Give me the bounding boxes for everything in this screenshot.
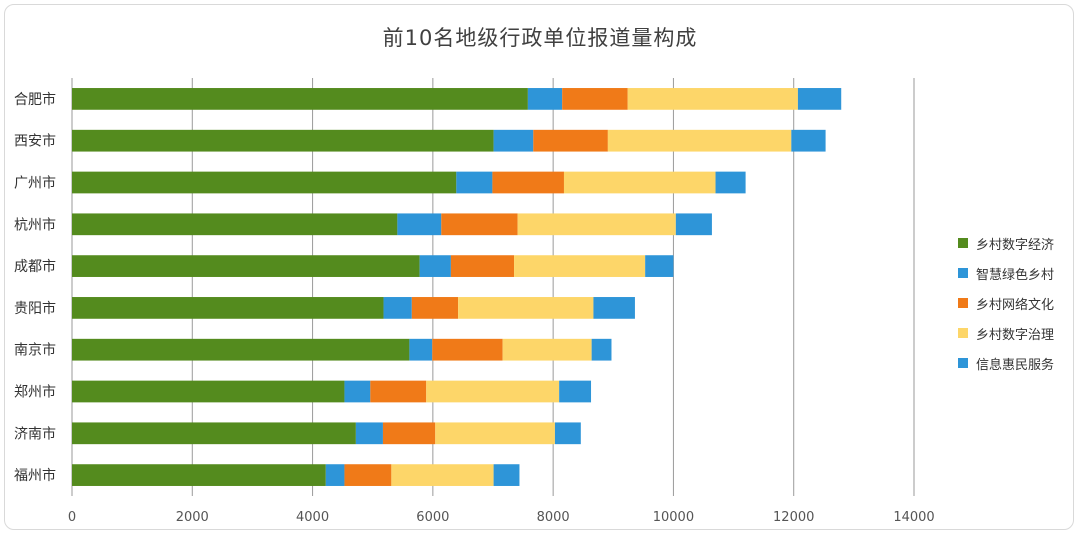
bar-segment (493, 464, 520, 486)
bar-segment (411, 297, 459, 319)
bar-segment (72, 213, 398, 236)
bar-segment (458, 297, 594, 319)
legend-swatch (958, 238, 968, 248)
bar-segment (559, 380, 592, 403)
x-tick-label: 10000 (653, 510, 694, 525)
bar-segment (562, 88, 628, 110)
category-label: 合肥市 (14, 91, 56, 108)
bar-segment (419, 255, 451, 277)
x-tick-label: 14000 (893, 510, 934, 525)
legend-label: 乡村网络文化 (976, 297, 1055, 313)
x-tick-label: 6000 (416, 510, 449, 525)
category-label: 郑州市 (14, 384, 56, 401)
legend-label: 信息惠民服务 (976, 357, 1055, 373)
category-label: 成都市 (14, 258, 56, 275)
legend-item: 乡村网络文化 (958, 288, 1054, 318)
bar-segment (533, 129, 608, 152)
bar-segment (492, 171, 564, 194)
category-label: 济南市 (14, 425, 56, 442)
bar-segment (517, 213, 676, 236)
category-label: 广州市 (14, 175, 56, 192)
legend-swatch (958, 328, 968, 338)
bar-segment (409, 338, 433, 361)
bar-segment (527, 88, 563, 110)
bar-segment (72, 171, 457, 194)
legend-swatch (958, 358, 968, 368)
bar-segment (563, 171, 716, 194)
bar-segment (72, 129, 494, 152)
bar-segment (344, 464, 392, 486)
bar-segment (72, 338, 410, 361)
bar-segment (426, 380, 560, 403)
bar-segment (627, 88, 798, 110)
chart-legend: 乡村数字经济 智慧绿色乡村 乡村网络文化 乡村数字治理 信息惠民服务 (958, 228, 1054, 378)
x-tick-label: 12000 (773, 510, 814, 525)
bar-segment (432, 338, 503, 361)
legend-item: 乡村数字经济 (958, 228, 1054, 258)
bar-segment (797, 88, 842, 110)
bar-segment (397, 213, 442, 236)
bar-segment (502, 338, 592, 361)
category-label: 贵阳市 (14, 300, 56, 317)
category-label: 杭州市 (14, 216, 56, 233)
bar-segment (325, 464, 345, 486)
bar-segment (72, 422, 356, 445)
category-label: 南京市 (14, 342, 56, 359)
bar-segment (72, 88, 528, 110)
bar-segment (607, 129, 792, 152)
bar-segment (791, 129, 826, 152)
bar-segment (591, 338, 612, 361)
bar-segment (391, 464, 494, 486)
legend-swatch (958, 268, 968, 278)
bar-segment (715, 171, 746, 194)
legend-item: 智慧绿色乡村 (958, 258, 1054, 288)
bar-segment (645, 255, 674, 277)
x-tick-label: 2000 (176, 510, 209, 525)
x-tick-label: 0 (68, 510, 76, 525)
bar-segment (383, 297, 412, 319)
bar-segment (593, 297, 635, 319)
bar-segment (441, 213, 518, 236)
bar-segment (382, 422, 436, 445)
bar-segment (344, 380, 371, 403)
bar-segment (456, 171, 493, 194)
bar-segment (370, 380, 427, 403)
chart-title: 前10名地级行政单位报道量构成 (382, 26, 698, 50)
bar-segment (450, 255, 515, 277)
bar-segment (72, 255, 420, 277)
bar-segment (554, 422, 581, 445)
bar-segment (355, 422, 383, 445)
bar-segment (514, 255, 646, 277)
legend-item: 信息惠民服务 (958, 348, 1054, 378)
bar-segment (435, 422, 555, 445)
bar-segment (72, 380, 345, 403)
bar-segment (675, 213, 712, 236)
category-label: 福州市 (14, 467, 56, 484)
bar-segment (72, 464, 326, 486)
category-label: 西安市 (14, 133, 56, 150)
legend-label: 智慧绿色乡村 (976, 267, 1055, 283)
legend-label: 乡村数字治理 (976, 327, 1055, 343)
legend-item: 乡村数字治理 (958, 318, 1054, 348)
bar-segment (72, 297, 384, 319)
x-tick-label: 4000 (296, 510, 329, 525)
legend-swatch (958, 298, 968, 308)
legend-label: 乡村数字经济 (976, 237, 1055, 253)
x-tick-label: 8000 (537, 510, 570, 525)
bar-segment (493, 129, 534, 152)
